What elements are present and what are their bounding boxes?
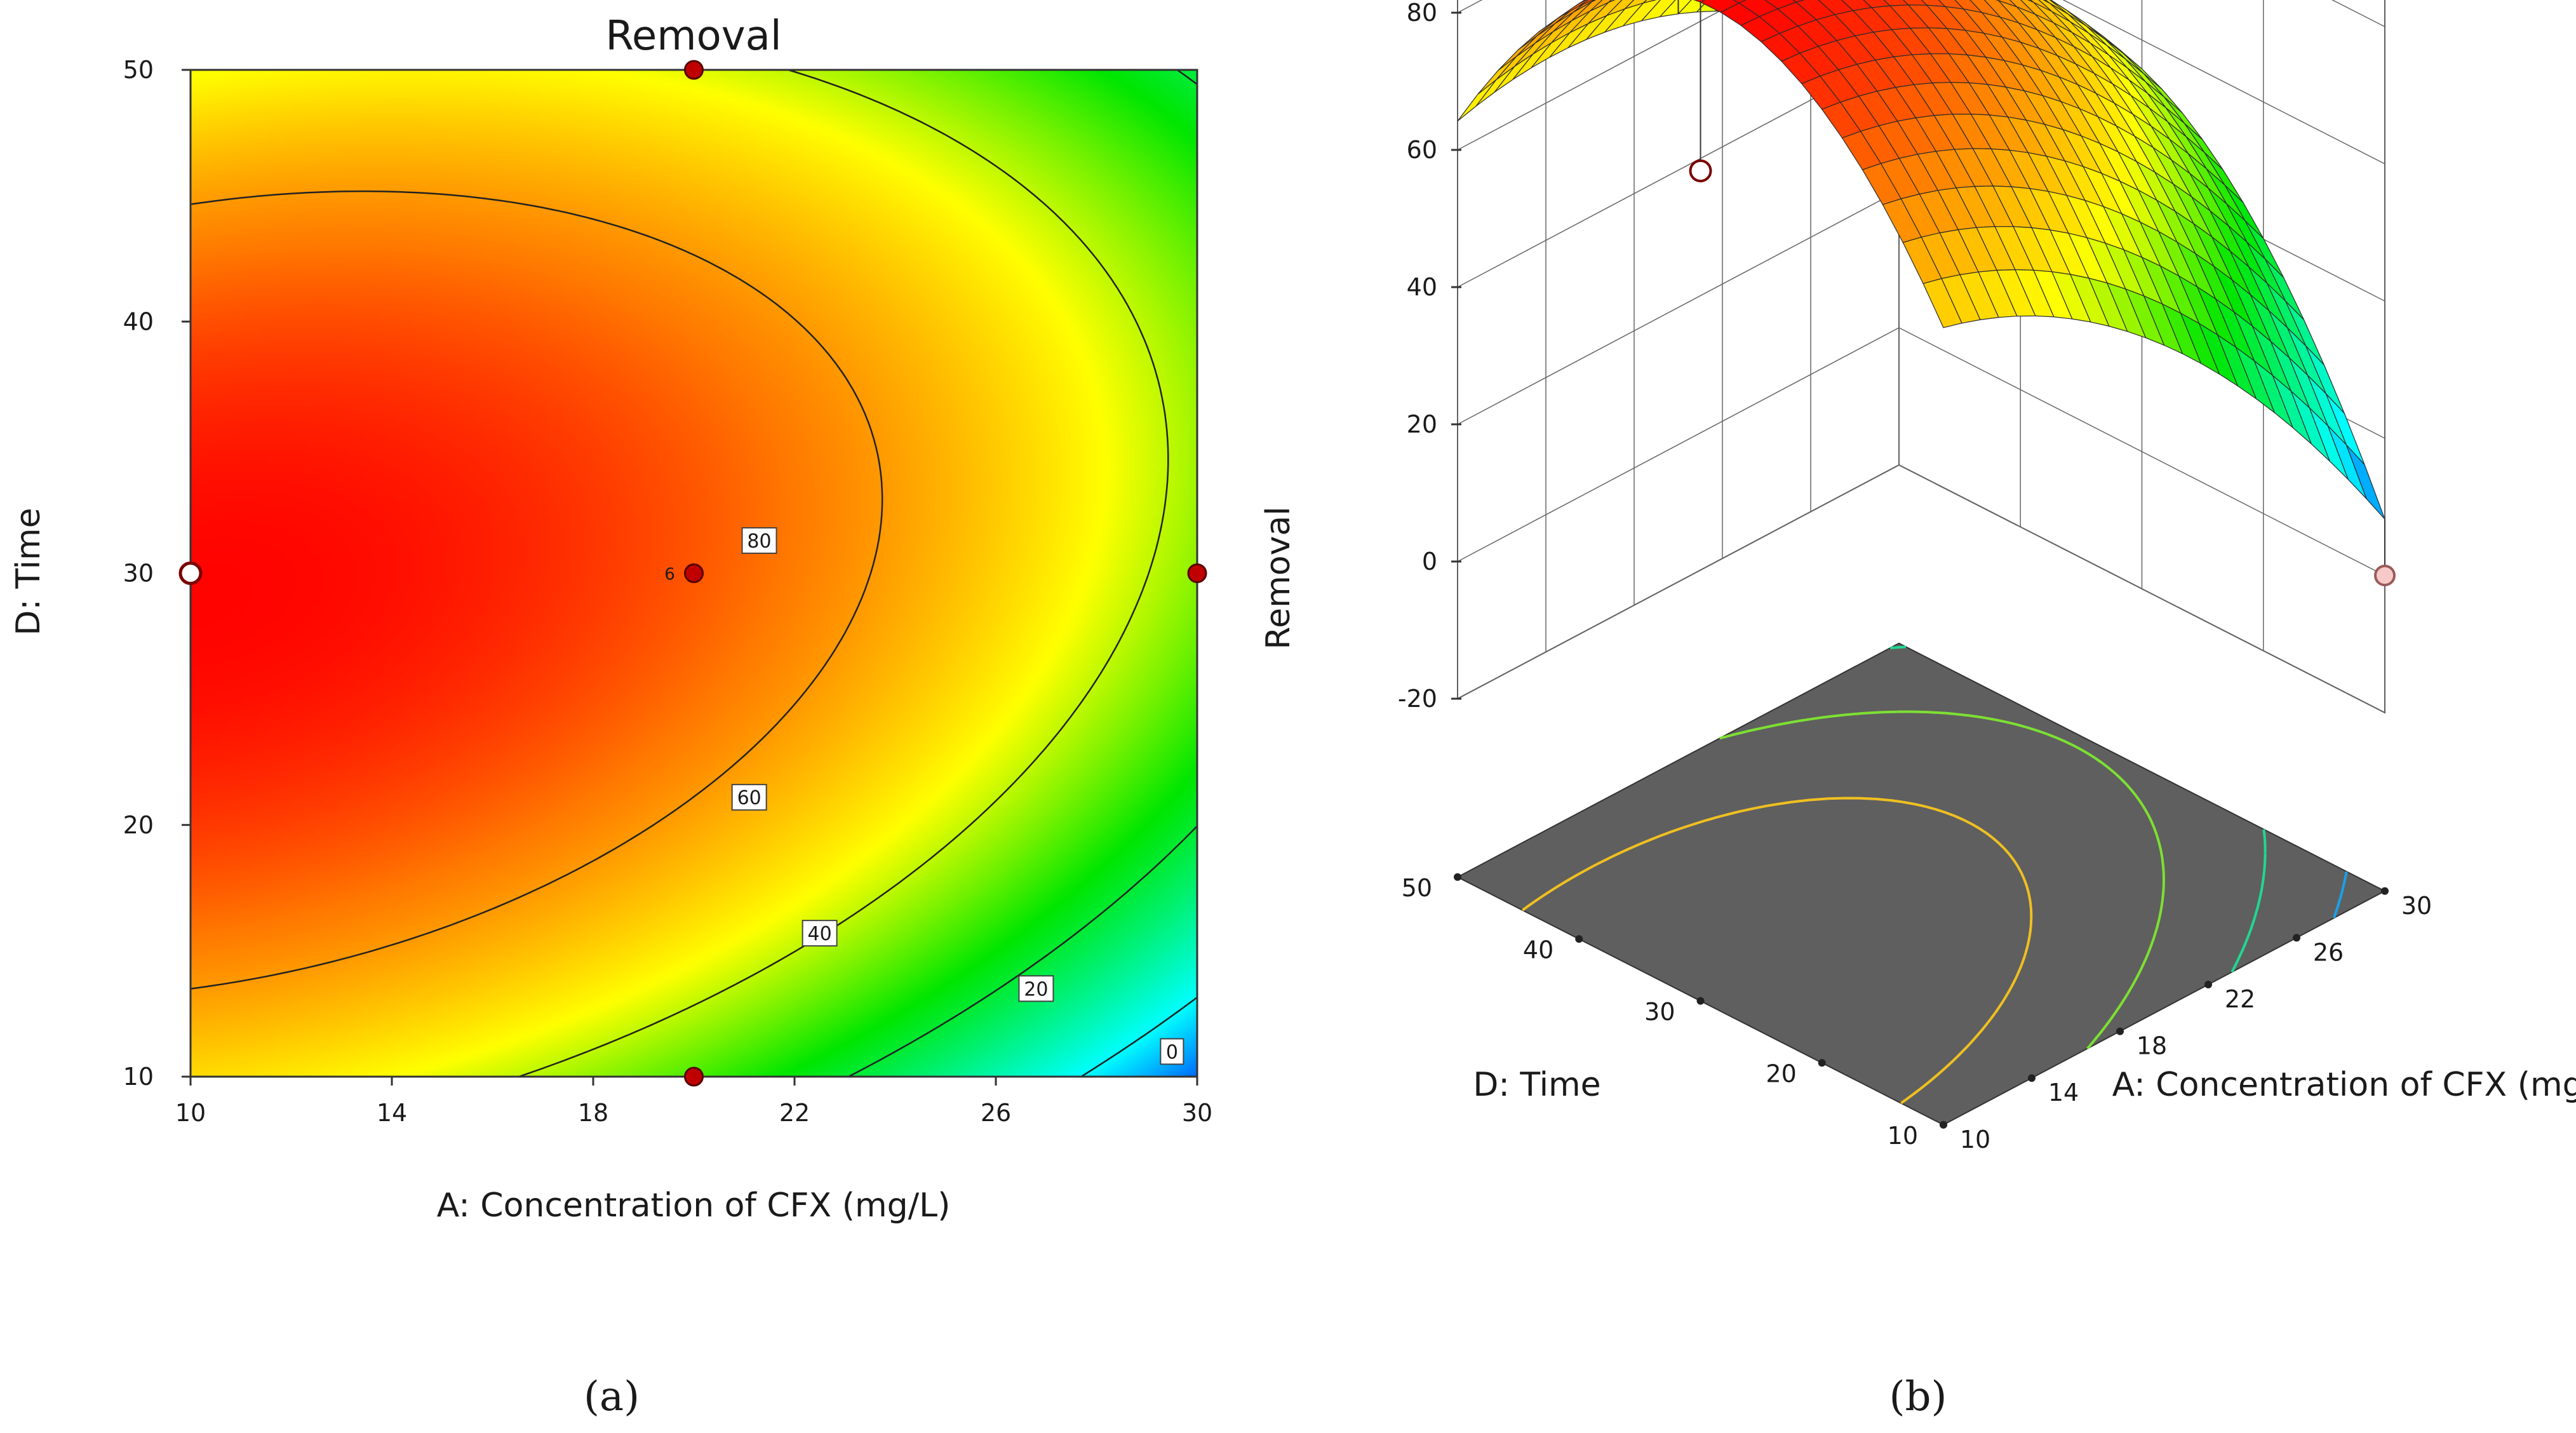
d-tick-mark xyxy=(1696,997,1705,1005)
contour-label-box xyxy=(1018,975,1054,1002)
surface-cell xyxy=(1592,0,1597,3)
contour-label-box xyxy=(741,527,777,554)
d-axis-label: D: Time xyxy=(1473,1066,1600,1104)
contour-axis-ticks: 10 14 18 22 26 30 10 20 30 40 50 xyxy=(123,56,1213,1127)
contour-design-points: 6 xyxy=(178,60,1207,1087)
a-tick-mark xyxy=(2381,887,2389,895)
surface-axis-ticks: -200204060801001020304050101418222630 xyxy=(1398,0,2432,1154)
y-tick-label: 20 xyxy=(123,811,154,839)
a-axis-label: A: Concentration of CFX (mg/L) xyxy=(2112,1066,2576,1104)
z-tick-label: 0 xyxy=(1422,548,1437,575)
floor-contour-line xyxy=(1522,797,2033,1105)
floor-contour-line xyxy=(1719,710,2165,1050)
z-tick-label: 80 xyxy=(1407,0,1437,27)
a-tick-mark xyxy=(2293,934,2300,942)
contour-chart: 80 60 40 20 0 10 14 18 22 26 30 10 20 30 40 50 6 Remov… xyxy=(10,13,1212,1225)
surface-cell xyxy=(1693,0,1706,3)
a-tick-label: 30 xyxy=(2401,892,2432,920)
y-tick-label: 10 xyxy=(123,1063,154,1091)
a-tick-label: 14 xyxy=(2048,1079,2079,1107)
y-tick-label: 40 xyxy=(123,307,154,335)
design-point xyxy=(2374,565,2396,586)
design-point-label: 6 xyxy=(664,565,675,584)
surface-cell xyxy=(1642,0,1657,4)
x-tick-label: 18 xyxy=(578,1099,608,1127)
a-tick-label: 26 xyxy=(2313,938,2344,966)
z-tick-label: -20 xyxy=(1398,685,1437,713)
a-tick-label: 18 xyxy=(2137,1032,2167,1060)
x-tick-label: 14 xyxy=(377,1099,407,1127)
d-tick-mark xyxy=(1454,873,1461,881)
y-axis-label: D: Time xyxy=(10,508,48,635)
a-tick-mark xyxy=(1940,1120,1947,1129)
floor-plane xyxy=(1456,642,2387,1126)
floor-contour-plane xyxy=(1456,642,2387,1126)
contour-label-box xyxy=(731,784,767,811)
y-tick-label: 30 xyxy=(123,560,154,588)
design-point xyxy=(684,1066,704,1087)
contour-lines xyxy=(191,70,1197,1077)
surface-cell xyxy=(1578,0,1595,7)
x-tick-label: 26 xyxy=(981,1099,1011,1127)
floor-contour-line xyxy=(2333,871,2348,918)
contour-label-box xyxy=(1160,1038,1184,1065)
d-tick-label: 40 xyxy=(1523,936,1553,964)
d-tick-mark xyxy=(1818,1059,1826,1067)
wall-gridline xyxy=(1457,0,2385,165)
y-tick-label: 50 xyxy=(123,56,154,84)
response-surface xyxy=(1457,0,2385,520)
contour-labels: 80 60 40 20 0 xyxy=(731,527,1184,1065)
contour-label-box xyxy=(802,920,838,947)
design-point xyxy=(1187,563,1207,583)
z-tick-label: 40 xyxy=(1407,273,1437,301)
d-tick-label: 10 xyxy=(1888,1122,1918,1150)
surface-cell xyxy=(1608,0,1616,3)
surface-3d-chart: -200204060801001020304050101418222630 Re… xyxy=(1259,0,2576,1154)
a-tick-mark xyxy=(2028,1074,2036,1082)
d-tick-label: 50 xyxy=(1402,874,1432,902)
contour-label: 60 xyxy=(737,787,761,809)
z-tick-label: 60 xyxy=(1407,136,1437,164)
contour-line-40 xyxy=(848,70,1197,1077)
surface-design-points xyxy=(1677,0,2396,586)
design-point xyxy=(684,60,704,80)
design-point xyxy=(1689,159,1712,182)
contour-line-20 xyxy=(1080,997,1197,1077)
contour-label: 0 xyxy=(1166,1041,1178,1063)
chart-title: Removal xyxy=(605,13,781,60)
contour-label: 20 xyxy=(1024,978,1048,1000)
a-tick-label: 22 xyxy=(2225,985,2255,1013)
a-tick-label: 10 xyxy=(1960,1126,1990,1154)
surface-cell xyxy=(1559,0,1589,18)
contour-label: 80 xyxy=(747,530,771,553)
contour-line-60 xyxy=(518,70,1169,1077)
panel-label-a: (a) xyxy=(584,1373,640,1420)
d-tick-label: 30 xyxy=(1644,998,1675,1026)
design-point xyxy=(684,563,704,583)
z-axis-label: Removal xyxy=(1259,506,1298,649)
z-tick-label: 20 xyxy=(1407,410,1437,438)
x-axis-label: A: Concentration of CFX (mg/L) xyxy=(437,1187,951,1225)
d-tick-label: 20 xyxy=(1766,1060,1796,1087)
contour-label: 40 xyxy=(808,923,832,945)
a-tick-mark xyxy=(2116,1027,2124,1035)
contour-line-80 xyxy=(191,190,883,990)
floor-contour-line xyxy=(1889,645,2267,973)
panel-label-b: (b) xyxy=(1889,1373,1947,1420)
x-tick-label: 30 xyxy=(1182,1099,1212,1127)
surface-cell xyxy=(1922,278,1962,328)
a-tick-mark xyxy=(2204,981,2212,988)
x-tick-label: 22 xyxy=(779,1099,810,1127)
d-tick-mark xyxy=(1575,935,1583,943)
design-point xyxy=(178,562,203,585)
x-tick-label: 10 xyxy=(175,1099,206,1127)
surface-cell xyxy=(1733,0,1747,4)
